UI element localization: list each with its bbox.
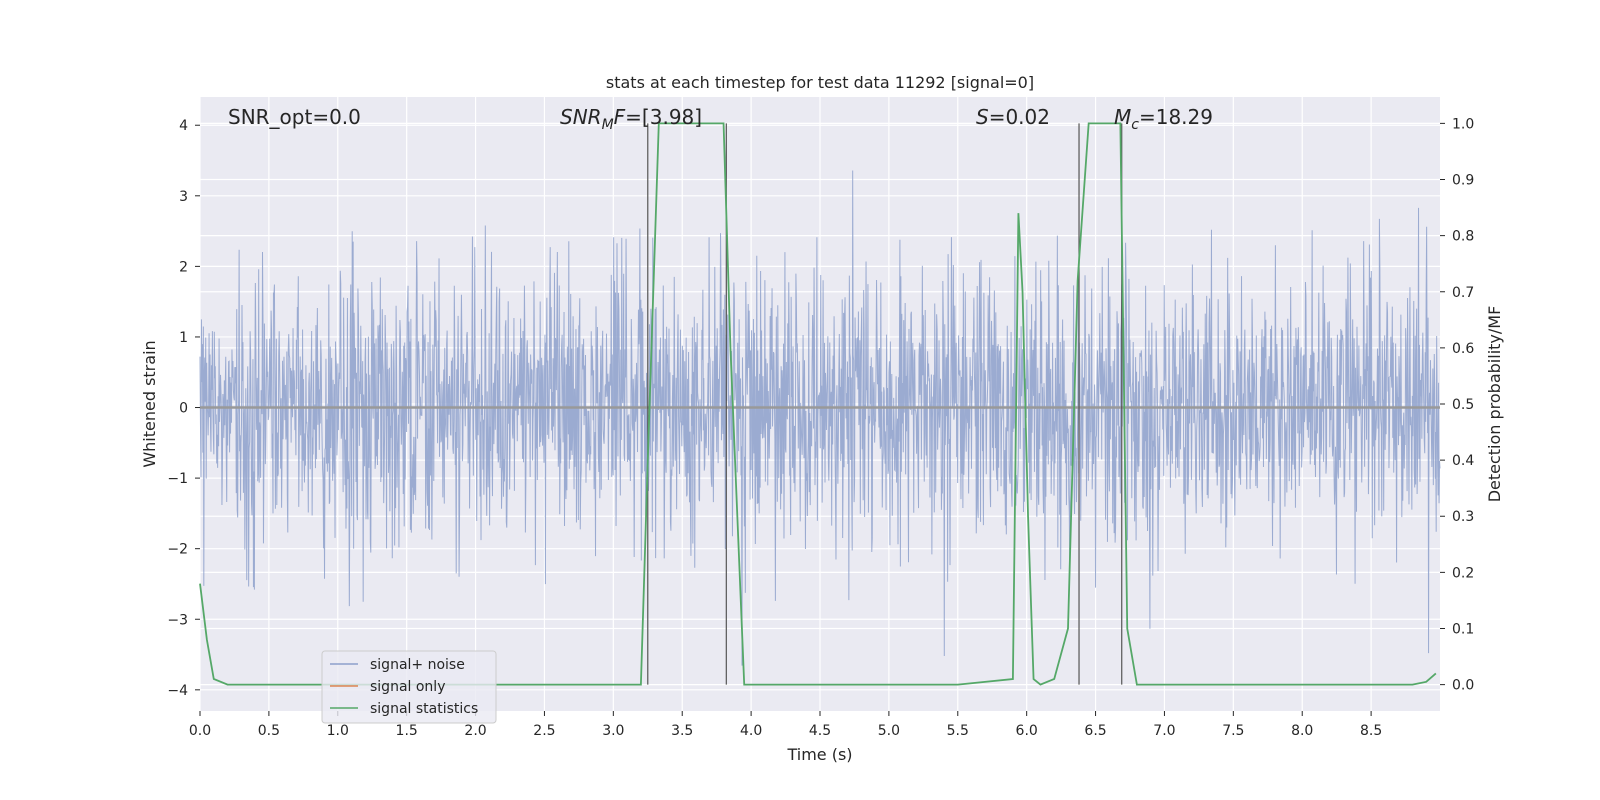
x-tick-label: 5.5 bbox=[947, 723, 969, 739]
y-left-axis-label: Whitened strain bbox=[140, 340, 159, 467]
signal-statistics-line bbox=[199, 122, 1437, 686]
x-tick-label: 0.5 bbox=[258, 723, 280, 739]
y-right-tick-label: 0.4 bbox=[1452, 453, 1474, 469]
x-tick-label: 6.0 bbox=[1016, 723, 1038, 739]
x-tick-label: 6.5 bbox=[1084, 723, 1106, 739]
annotation-s: S=0.02 bbox=[976, 105, 1050, 129]
signal-statistics-series bbox=[199, 122, 1437, 686]
legend: signal+ noise signal only signal statist… bbox=[321, 650, 497, 724]
annotation-snr-opt: SNR_opt=0.0 bbox=[228, 105, 361, 129]
signal-noise-series bbox=[199, 170, 1441, 666]
noise-line bbox=[199, 170, 1441, 666]
legend-label-stats: signal statistics bbox=[370, 701, 478, 717]
x-tick-label: 1.0 bbox=[327, 723, 349, 739]
x-tick-label: 4.0 bbox=[740, 723, 762, 739]
y-left-tick-label: 0 bbox=[179, 401, 188, 417]
y-right-tick-label: 0.3 bbox=[1452, 509, 1474, 525]
y-left-tick-label: −1 bbox=[167, 471, 188, 487]
x-tick-label: 0.0 bbox=[189, 723, 211, 739]
x-tick-label: 7.0 bbox=[1153, 723, 1175, 739]
x-tick-label: 3.5 bbox=[671, 723, 693, 739]
x-tick-label: 2.0 bbox=[464, 723, 486, 739]
x-tick-label: 3.0 bbox=[602, 723, 624, 739]
y-left-tick-label: 1 bbox=[179, 330, 188, 346]
y-left-tick-label: 2 bbox=[179, 259, 188, 275]
annotation-mc: Mc=18.29 bbox=[1114, 105, 1213, 133]
y-left-tick-label: 4 bbox=[179, 118, 188, 134]
y-right-axis-label: Detection probability/MF bbox=[1485, 306, 1504, 503]
y-right-tick-label: 0.7 bbox=[1452, 285, 1474, 301]
x-axis-ticks: 0.0 0.5 1.0 1.5 2.0 2.5 3.0 3.5 4.0 4.5 5.0 5.5 6.0 6… bbox=[189, 711, 1382, 739]
x-tick-label: 7.5 bbox=[1222, 723, 1244, 739]
x-tick-label: 8.0 bbox=[1291, 723, 1313, 739]
annotation-snr-mf: SNRMF=[3.98] bbox=[560, 105, 702, 133]
x-axis-label: Time (s) bbox=[786, 745, 852, 764]
legend-label-noise: signal+ noise bbox=[370, 657, 465, 673]
x-tick-label: 2.5 bbox=[533, 723, 555, 739]
x-tick-label: 8.5 bbox=[1360, 723, 1382, 739]
y-left-tick-label: 3 bbox=[179, 189, 188, 205]
y-right-tick-label: 0.8 bbox=[1452, 229, 1474, 245]
y-right-tick-label: 1.0 bbox=[1452, 116, 1474, 132]
legend-box bbox=[321, 650, 497, 724]
y-right-tick-label: 0.0 bbox=[1452, 678, 1474, 694]
x-tick-label: 4.5 bbox=[809, 723, 831, 739]
y-right-tick-label: 0.9 bbox=[1452, 173, 1474, 189]
y-left-tick-label: −2 bbox=[167, 542, 188, 558]
y-left-tick-label: −4 bbox=[167, 683, 188, 699]
x-tick-label: 5.0 bbox=[878, 723, 900, 739]
y-right-axis-ticks: 1.0 0.9 0.8 0.7 0.6 0.5 0.4 0.3 0.2 0.1 0.0 bbox=[1440, 116, 1474, 694]
legend-label-signal: signal only bbox=[370, 679, 445, 695]
y-right-tick-label: 0.6 bbox=[1452, 341, 1474, 357]
y-left-tick-label: −3 bbox=[167, 612, 188, 628]
x-tick-label: 1.5 bbox=[396, 723, 418, 739]
chart-title: stats at each timestep for test data 112… bbox=[606, 73, 1034, 92]
annotations: SNR_opt=0.0 SNRMF=[3.98] S=0.02 Mc=18.29 bbox=[228, 105, 1213, 133]
y-right-tick-label: 0.5 bbox=[1452, 397, 1474, 413]
y-left-axis-ticks: 4 3 2 1 0 −1 −2 −3 −4 bbox=[167, 118, 200, 699]
y-right-tick-label: 0.1 bbox=[1452, 621, 1474, 637]
y-right-tick-label: 0.2 bbox=[1452, 565, 1474, 581]
